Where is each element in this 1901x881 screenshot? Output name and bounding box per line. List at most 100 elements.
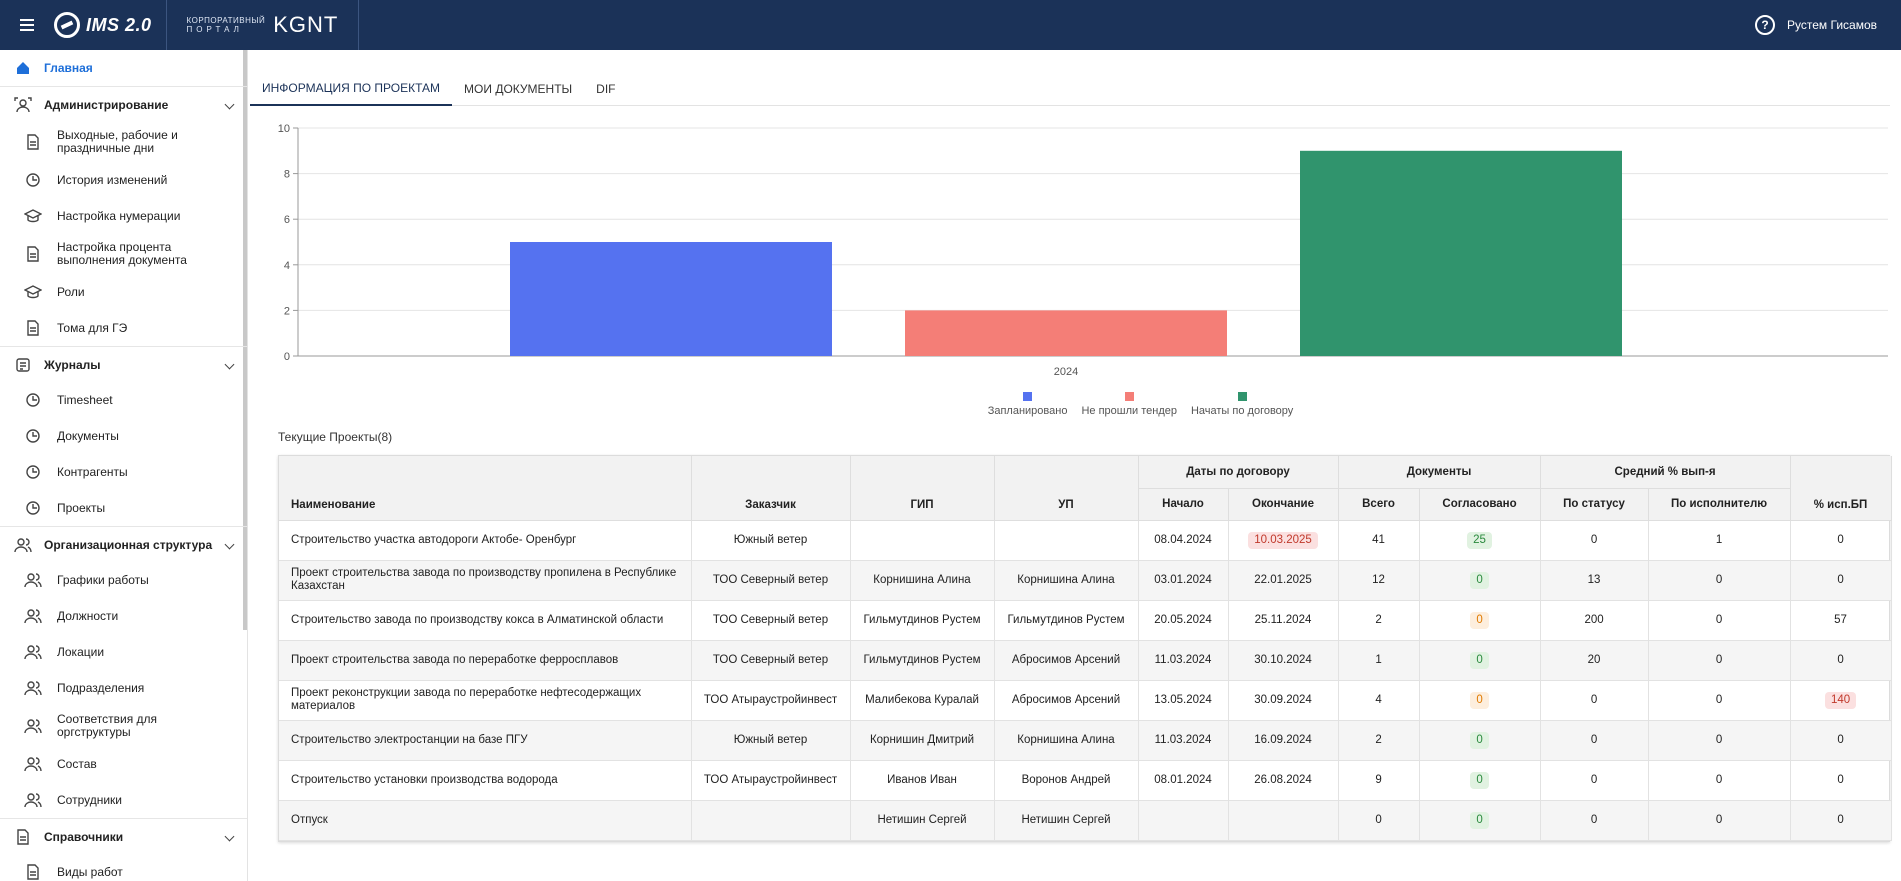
status-badge: 0 [1470,611,1489,629]
table-row[interactable]: Строительство участка автодороги Актобе-… [279,520,1892,561]
table-row[interactable]: Проект строительства завода по переработ… [279,640,1892,681]
pie-chart-icon [24,463,42,481]
cell-value: 25.11.2024 [1254,613,1312,626]
col-header-name[interactable]: Наименование [279,456,692,521]
table-row[interactable]: Отпуск Нетишин Сергей Нетишин Сергей 0 0… [279,800,1892,841]
col-header-bp[interactable]: % исп.БП [1790,456,1892,521]
sidebar-item[interactable]: Настройка процента выполнения документа [0,234,247,274]
chevron-down-icon[interactable] [224,359,235,369]
legend-item[interactable]: Запланировано [988,392,1067,417]
table-row[interactable]: Строительство установки производства вод… [279,760,1892,801]
status-badge: 25 [1467,531,1492,549]
cell-bp: 140 [1790,680,1892,721]
sidebar-section-label: Организационная структура [44,537,213,552]
table-row[interactable]: Строительство завода по производству кок… [279,600,1892,641]
cell-up: Абросимов Арсений [994,640,1139,681]
chevron-down-icon[interactable] [224,99,235,109]
tab-project-info[interactable]: Информация по проектам [250,72,453,106]
col-header-gip[interactable]: ГИП [850,456,995,521]
cell-status: 0 [1540,760,1649,801]
cell-start: 11.03.2024 [1138,720,1229,761]
user-name[interactable]: Рустем Гисамов [1787,18,1877,32]
col-header-up[interactable]: УП [994,456,1139,521]
portal-name: KGNT [273,12,339,37]
cell-status: 200 [1540,600,1649,641]
cell-start: 20.05.2024 [1138,600,1229,641]
group-header-avg: Средний % вып-я [1540,456,1791,489]
help-icon[interactable]: ? [1755,15,1775,35]
sidebar-section-0[interactable]: Администрирование [0,86,247,122]
sidebar-item[interactable]: Настройка нумерации [0,198,247,234]
table-row[interactable]: Проект реконструкции завода по переработ… [279,680,1892,721]
col-header-customer[interactable]: Заказчик [691,456,851,521]
sidebar-item-home[interactable]: Главная [0,50,247,86]
tab-dif[interactable]: DIF [596,82,616,96]
sidebar-item[interactable]: Подразделения [0,670,247,706]
cell-status: 0 [1540,800,1649,841]
sidebar-item[interactable]: Локации [0,634,247,670]
cell-value: 22.01.2025 [1254,573,1312,586]
sidebar-item[interactable]: Выходные, рабочие и праздничные дни [0,122,247,162]
table-row[interactable]: Строительство электростанции на базе ПГУ… [279,720,1892,761]
sidebar-scrollbar[interactable] [243,50,247,630]
chevron-down-icon[interactable] [224,539,235,549]
col-header-total[interactable]: Всего [1338,488,1420,521]
cell-gip: Корнишина Алина [850,560,995,601]
sidebar-item[interactable]: Проекты [0,490,247,526]
sidebar-item[interactable]: История изменений [0,162,247,198]
sidebar-item[interactable]: Соответствия для оргструктуры [0,706,247,746]
menu-icon[interactable] [0,0,54,50]
status-badge: 10.03.2025 [1248,531,1318,549]
sidebar-item[interactable]: Виды работ [0,854,247,881]
ims-logo[interactable]: IMS 2.0 [54,0,166,50]
sidebar-item[interactable]: Должности [0,598,247,634]
cell-value: 57 [1834,613,1847,626]
x-tick-label: 2024 [1054,366,1078,378]
portal-logo: Корпоративный портал KGNT [167,0,359,50]
cell-gip: Малибекова Куралай [850,680,995,721]
sidebar-item[interactable]: Контрагенты [0,454,247,490]
tab-my-documents[interactable]: Мои документы [464,82,573,96]
users-icon [24,755,42,773]
legend-label: Начаты по договору [1190,405,1294,417]
chevron-down-icon[interactable] [224,831,235,841]
cell-executor: 0 [1648,720,1791,761]
col-header-end[interactable]: Окончание [1228,488,1339,521]
col-header-agreed[interactable]: Согласовано [1419,488,1541,521]
legend-item[interactable]: Не прошли тендер [1081,392,1177,417]
sidebar-section-1[interactable]: Журналы [0,346,247,382]
sidebar-item[interactable]: Сотрудники [0,782,247,818]
col-header-executor[interactable]: По исполнителю [1648,488,1791,521]
tab-bar: Информация по проектам Мои документы DIF [250,72,1890,106]
users-icon [24,571,42,589]
group-header-docs: Документы [1338,456,1541,489]
cell-executor: 0 [1648,760,1791,801]
sidebar-item[interactable]: Документы [0,418,247,454]
sidebar-item[interactable]: Тома для ГЭ [0,310,247,346]
y-tick-label: 8 [284,169,290,181]
cell-start [1138,800,1229,841]
cell-total: 9 [1338,760,1420,801]
sidebar-item[interactable]: Роли [0,274,247,310]
cell-end: 25.11.2024 [1228,600,1339,641]
sidebar-item[interactable]: Timesheet [0,382,247,418]
cell-agreed: 0 [1419,560,1541,601]
cell-customer: Южный ветер [691,520,851,561]
sidebar-section-2[interactable]: Организационная структура [0,526,247,562]
table-row[interactable]: Проект строительства завода по производс… [279,560,1892,601]
col-header-start[interactable]: Начало [1138,488,1229,521]
sidebar-section-3[interactable]: Справочники [0,818,247,854]
cell-up: Нетишин Сергей [994,800,1139,841]
document-icon [24,319,42,337]
sidebar-item[interactable]: Состав [0,746,247,782]
users-icon [24,679,42,697]
pie-chart-icon [24,427,42,445]
pie-chart-icon [24,391,42,409]
cell-end: 30.09.2024 [1228,680,1339,721]
cell-agreed: 0 [1419,800,1541,841]
col-header-status[interactable]: По статусу [1540,488,1649,521]
legend-item[interactable]: Начаты по договору [1191,392,1293,417]
logo-icon [54,12,80,38]
sidebar-item-label: Должности [57,608,119,623]
sidebar-item[interactable]: Графики работы [0,562,247,598]
